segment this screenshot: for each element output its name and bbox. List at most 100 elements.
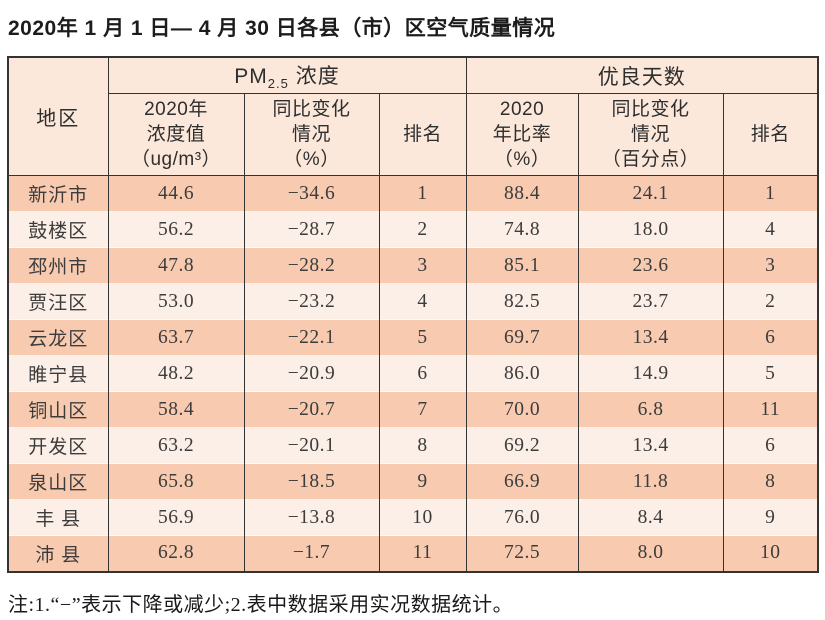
gd-change-cell: 23.6 [577,247,724,284]
region-cell: 新沂市 [7,175,109,212]
region-cell: 沛 县 [7,535,109,572]
col-header-gd-ratio: 2020 年比率 （%） [465,93,579,177]
pm-change-cell: −20.9 [243,355,380,392]
table-row: 云龙区 63.7 −22.1 5 69.7 13.4 6 [7,319,819,356]
gd-change-cell: 11.8 [577,463,724,500]
pm-rank-cell: 8 [378,427,467,464]
pm-change-cell: −22.1 [243,319,380,356]
gd-ratio-cell: 66.9 [465,463,579,500]
region-cell: 泉山区 [7,463,109,500]
pm-rank-cell: 10 [378,499,467,536]
pm-value-cell: 53.0 [107,283,245,320]
gd-ratio-cell: 82.5 [465,283,579,320]
region-cell: 邳州市 [7,247,109,284]
table-row: 贾汪区 53.0 −23.2 4 82.5 23.7 2 [7,283,819,320]
table-row: 铜山区 58.4 −20.7 7 70.0 6.8 11 [7,391,819,428]
region-cell: 贾汪区 [7,283,109,320]
pm-change-cell: −20.7 [243,391,380,428]
pm25-label-prefix: PM [234,65,268,88]
pm-change-cell: −13.8 [243,499,380,536]
gd-rank-cell: 3 [722,247,819,284]
gd-change-cell: 23.7 [577,283,724,320]
col-header-pm-value: 2020年 浓度值 （ug/m³） [107,93,245,177]
pm-rank-cell: 3 [378,247,467,284]
pm-value-cell: 44.6 [107,175,245,212]
pm-change-cell: −1.7 [243,535,380,572]
table-row: 沛 县 62.8 −1.7 11 72.5 8.0 10 [7,535,819,572]
gd-rank-cell: 5 [722,355,819,392]
pm-rank-cell: 2 [378,211,467,248]
gd-change-cell: 14.9 [577,355,724,392]
table-header: 地区 PM2.5 浓度 优良天数 2020年 浓度值 （ug/m³） 同比变化 … [7,56,819,177]
pm-value-cell: 62.8 [107,535,245,572]
pm-value-cell: 65.8 [107,463,245,500]
pm-value-cell: 47.8 [107,247,245,284]
pm-change-cell: −23.2 [243,283,380,320]
gd-ratio-cell: 88.4 [465,175,579,212]
pm-rank-cell: 5 [378,319,467,356]
col-header-gd-change: 同比变化 情况 （百分点） [577,93,724,177]
col-group-pm25: PM2.5 浓度 [107,56,467,95]
pm25-label-subscript: 2.5 [267,76,289,92]
col-header-region: 地区 [7,56,109,177]
gd-rank-cell: 2 [722,283,819,320]
gd-rank-cell: 10 [722,535,819,572]
gd-rank-cell: 8 [722,463,819,500]
pm-value-cell: 63.2 [107,427,245,464]
gd-change-cell: 18.0 [577,211,724,248]
table-row: 丰 县 56.9 −13.8 10 76.0 8.4 9 [7,499,819,536]
page-title: 2020年 1 月 1 日— 4 月 30 日各县（市）区空气质量情况 [8,17,556,40]
gd-change-cell: 8.4 [577,499,724,536]
group-header-row: 地区 PM2.5 浓度 优良天数 [7,56,819,177]
region-cell: 睢宁县 [7,355,109,392]
pm-rank-cell: 4 [378,283,467,320]
col-header-gd-rank: 排名 [722,93,819,177]
pm25-label-suffix: 浓度 [288,65,340,88]
pm-rank-cell: 11 [378,535,467,572]
table-row: 新沂市 44.6 −34.6 1 88.4 24.1 1 [7,175,819,212]
footnote: 注:1.“−”表示下降或减少;2.表中数据采用实况数据统计。 [8,593,514,616]
gd-rank-cell: 4 [722,211,819,248]
gd-rank-cell: 6 [722,319,819,356]
table-row: 邳州市 47.8 −28.2 3 85.1 23.6 3 [7,247,819,284]
gd-rank-cell: 1 [722,175,819,212]
col-header-pm-change: 同比变化 情况 （%） [243,93,380,177]
gd-ratio-cell: 69.2 [465,427,579,464]
gd-change-cell: 13.4 [577,427,724,464]
table-row: 鼓楼区 56.2 −28.7 2 74.8 18.0 4 [7,211,819,248]
table-row: 睢宁县 48.2 −20.9 6 86.0 14.9 5 [7,355,819,392]
pm-change-cell: −34.6 [243,175,380,212]
pm-change-cell: −20.1 [243,427,380,464]
air-quality-table: 地区 PM2.5 浓度 优良天数 2020年 浓度值 （ug/m³） 同比变化 … [7,56,820,573]
gd-rank-cell: 11 [722,391,819,428]
pm-change-cell: −18.5 [243,463,380,500]
col-header-pm-rank: 排名 [378,93,467,177]
region-cell: 云龙区 [7,319,109,356]
sub-header-row: 2020年 浓度值 （ug/m³） 同比变化 情况 （%） 排名 2020 年比… [8,93,819,177]
gd-change-cell: 6.8 [577,391,724,428]
region-cell: 开发区 [7,427,109,464]
pm-change-cell: −28.2 [243,247,380,284]
pm-rank-cell: 6 [378,355,467,392]
pm-value-cell: 56.2 [107,211,245,248]
gd-change-cell: 24.1 [577,175,724,212]
table-body: 新沂市 44.6 −34.6 1 88.4 24.1 1 鼓楼区 56.2 −2… [7,175,819,572]
pm-rank-cell: 1 [378,175,467,212]
gd-ratio-cell: 76.0 [465,499,579,536]
region-cell: 铜山区 [7,391,109,428]
table-row: 开发区 63.2 −20.1 8 69.2 13.4 6 [7,427,819,464]
gd-ratio-cell: 74.8 [465,211,579,248]
gd-rank-cell: 6 [722,427,819,464]
table-row: 泉山区 65.8 −18.5 9 66.9 11.8 8 [7,463,819,500]
pm-value-cell: 63.7 [107,319,245,356]
gd-change-cell: 13.4 [577,319,724,356]
pm-rank-cell: 9 [378,463,467,500]
gd-ratio-cell: 69.7 [465,319,579,356]
gd-ratio-cell: 86.0 [465,355,579,392]
pm-value-cell: 58.4 [107,391,245,428]
region-cell: 鼓楼区 [7,211,109,248]
region-cell: 丰 县 [7,499,109,536]
gd-ratio-cell: 72.5 [465,535,579,572]
gd-change-cell: 8.0 [577,535,724,572]
